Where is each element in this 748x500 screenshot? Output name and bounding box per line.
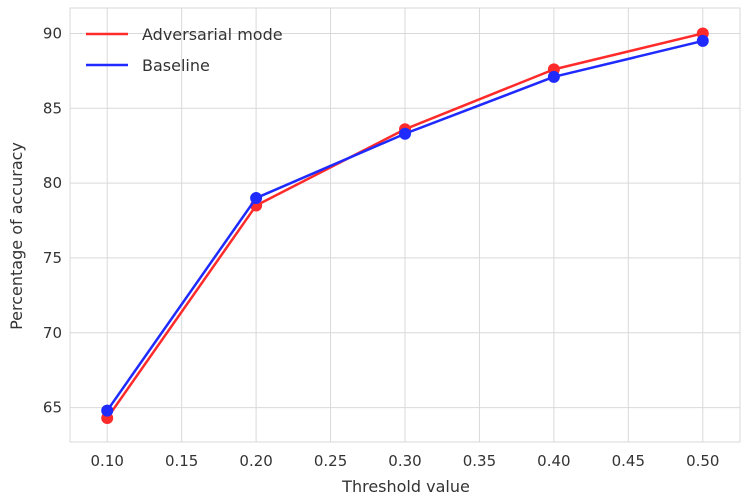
x-tick-label: 0.15 [165, 452, 198, 470]
x-tick-label: 0.35 [463, 452, 496, 470]
series [101, 27, 709, 425]
x-axis-label: Threshold value [341, 477, 470, 496]
grid [70, 8, 740, 442]
x-tick-label: 0.25 [314, 452, 347, 470]
series-1 [101, 34, 709, 417]
x-tick-label: 0.45 [612, 452, 645, 470]
plot-area [69, 7, 741, 443]
x-tick-label: 0.20 [239, 452, 272, 470]
legend: Adversarial mode Baseline [86, 25, 283, 75]
x-tick-label: 0.50 [686, 452, 719, 470]
x-tick-label: 0.30 [388, 452, 421, 470]
y-axis-label: Percentage of accuracy [7, 142, 26, 330]
data-point [399, 127, 411, 140]
legend-label-baseline: Baseline [142, 56, 210, 75]
data-point [696, 34, 709, 47]
y-tick-label: 65 [43, 399, 62, 417]
data-point [547, 70, 560, 83]
y-tick-label: 85 [43, 99, 62, 117]
data-point [250, 192, 263, 205]
legend-label-adversarial: Adversarial mode [142, 25, 283, 44]
y-tick-label: 75 [43, 249, 62, 267]
y-tick-label: 70 [43, 324, 62, 342]
x-tick-label: 0.40 [537, 452, 570, 470]
y-tick-label: 90 [43, 24, 62, 42]
data-point [101, 404, 114, 417]
y-tick-label: 80 [43, 174, 62, 192]
y-axis-ticks: 65 70 75 80 85 90 [43, 24, 62, 416]
x-axis-ticks: 0.10 0.15 0.20 0.25 0.30 0.35 0.40 0.45 0.50 [91, 452, 720, 470]
x-tick-label: 0.10 [91, 452, 124, 470]
